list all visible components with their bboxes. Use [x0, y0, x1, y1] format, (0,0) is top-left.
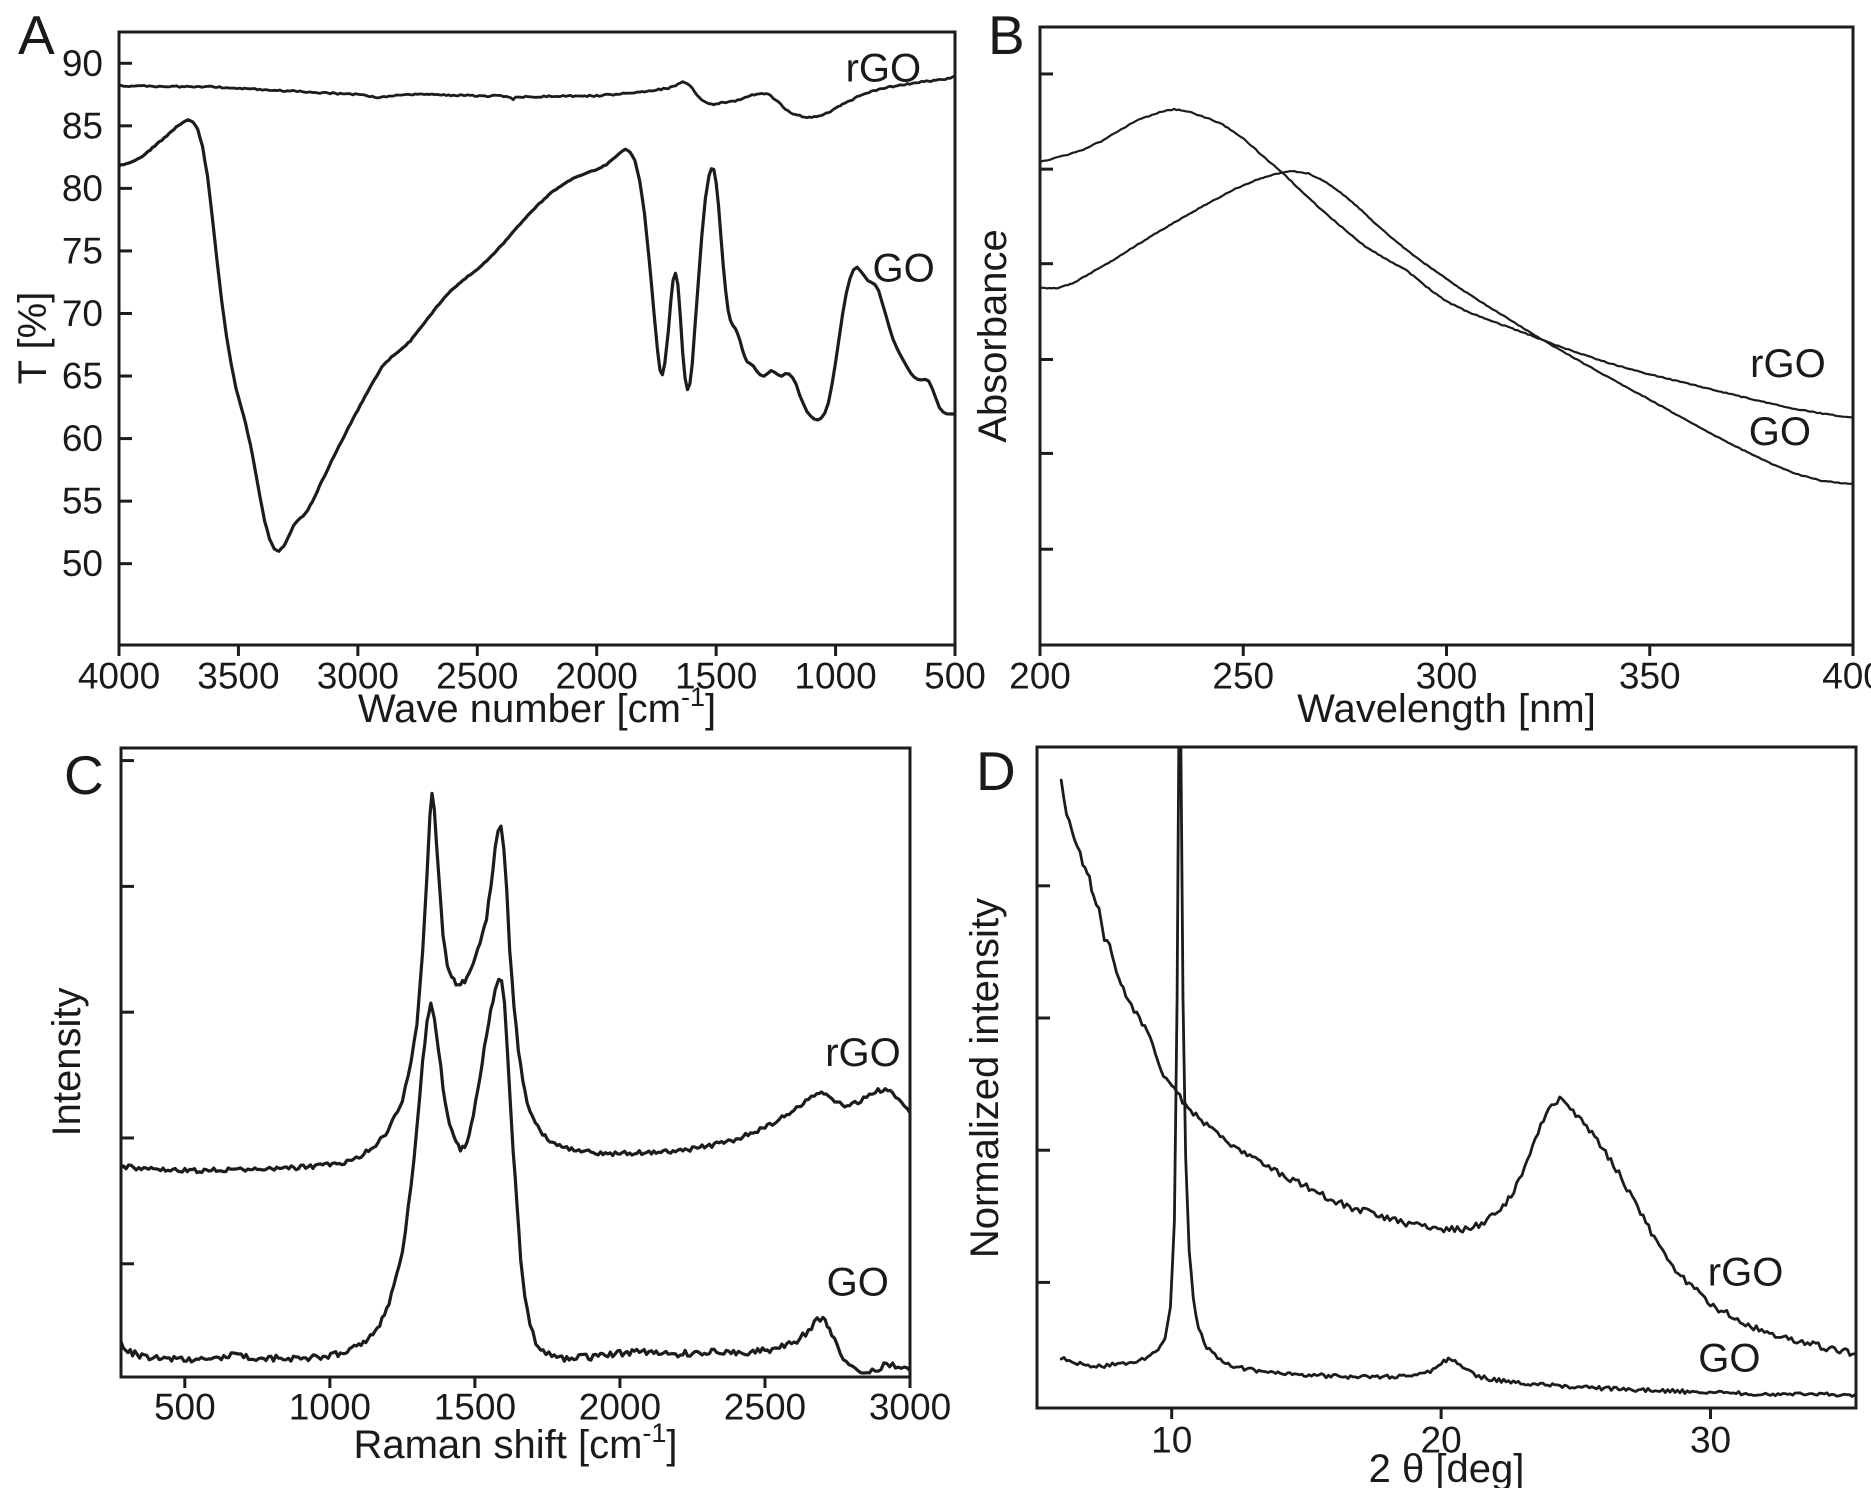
x-tick-label: 3500 [197, 656, 279, 697]
panel-a-series-go-label: GO [873, 246, 935, 290]
x-tick-label: 500 [154, 1387, 216, 1428]
panel-d: 10 20 30 2 θ [deg] Normalized intensity rGO GO [963, 745, 1858, 1488]
panel-c-series-rgo-line [121, 791, 910, 1175]
y-tick-label: 70 [62, 293, 103, 334]
x-tick-label: 2500 [436, 656, 518, 697]
panel-a: 90 85 80 75 70 65 60 55 50 4000 3500 3000 2500 2000 15… [11, 30, 986, 731]
y-tick-label: 75 [62, 230, 103, 271]
panel-b-x-axis-title: Wavelength [nm] [1297, 687, 1596, 731]
panel-c-series-go-line [121, 977, 910, 1375]
panel-d-letter: D [976, 740, 1016, 802]
panel-b-letter: B [988, 4, 1025, 66]
x-tick-label: 2500 [724, 1387, 806, 1428]
x-tick-label: 350 [1619, 656, 1681, 697]
y-tick-label: 55 [62, 481, 103, 522]
x-tick-label: 2000 [579, 1387, 661, 1428]
x-tick-label: 300 [1416, 656, 1478, 697]
panel-c-series-rgo-label: rGO [825, 1031, 901, 1075]
panel-b-series-go-line [1040, 170, 1853, 486]
panel-b-series-rgo-line [1040, 107, 1853, 419]
panel-d-series-rgo-label: rGO [1708, 1250, 1784, 1294]
x-tick-label: 500 [924, 656, 986, 697]
panel-c-y-axis-title: Intensity [45, 988, 89, 1137]
panel-a-letter: A [18, 4, 55, 66]
panel-a-series-rgo-line [119, 74, 955, 120]
y-tick-label: 80 [62, 168, 103, 209]
panel-b-series-go-label: GO [1749, 410, 1811, 454]
x-tick-label: 2000 [556, 656, 638, 697]
x-tick-label: 3000 [317, 656, 399, 697]
x-tick-label: 1500 [675, 656, 757, 697]
panel-b-y-axis-title: Absorbance [971, 229, 1015, 442]
x-tick-label: 1500 [434, 1387, 516, 1428]
panel-c-frame [119, 746, 912, 1379]
panel-d-series-go-line [1059, 747, 1856, 1398]
panel-d-x-axis-title: 2 θ [deg] [1369, 1447, 1525, 1488]
x-tick-label: 1000 [289, 1387, 371, 1428]
panel-a-x-axis-title: Wave number [cm-1] [358, 682, 716, 731]
panel-a-series-rgo-label: rGO [846, 46, 922, 90]
x-tick-label: 20 [1421, 1420, 1462, 1461]
x-tick-label: 10 [1151, 1420, 1192, 1461]
panel-d-frame [1035, 745, 1858, 1410]
x-tick-label: 4000 [78, 656, 160, 697]
x-tick-label: 30 [1690, 1420, 1731, 1461]
panel-b-series-rgo-label: rGO [1750, 342, 1826, 386]
y-tick-label: 65 [62, 356, 103, 397]
y-tick-label: 85 [62, 105, 103, 146]
y-tick-label: 60 [62, 418, 103, 459]
panel-c-x-axis-title: Raman shift [cm-1] [353, 1418, 677, 1467]
y-tick-label: 90 [62, 43, 103, 84]
panel-d-y-axis-title: Normalized intensity [963, 898, 1007, 1258]
panel-b: 200 250 300 350 400 Wavelength [nm] Absorbance… [971, 25, 1871, 731]
panel-b-frame [1038, 25, 1855, 647]
panel-d-series-rgo-line [1059, 778, 1856, 1357]
x-tick-label: 1000 [794, 656, 876, 697]
panel-a-series-go-line [119, 118, 955, 553]
panel-c-letter: C [64, 744, 104, 806]
x-tick-label: 250 [1212, 656, 1274, 697]
x-tick-label: 400 [1822, 656, 1871, 697]
panel-a-y-axis-title: T [%] [11, 292, 55, 385]
x-tick-label: 3000 [869, 1387, 951, 1428]
panel-a-frame [117, 30, 957, 647]
panel-c-series-go-label: GO [827, 1261, 889, 1305]
y-tick-label: 50 [62, 543, 103, 584]
panel-c: 500 1000 1500 2000 2500 3000 Raman shift [cm-1… [45, 746, 951, 1467]
x-tick-label: 200 [1009, 656, 1071, 697]
panel-d-series-go-label: GO [1698, 1336, 1760, 1380]
